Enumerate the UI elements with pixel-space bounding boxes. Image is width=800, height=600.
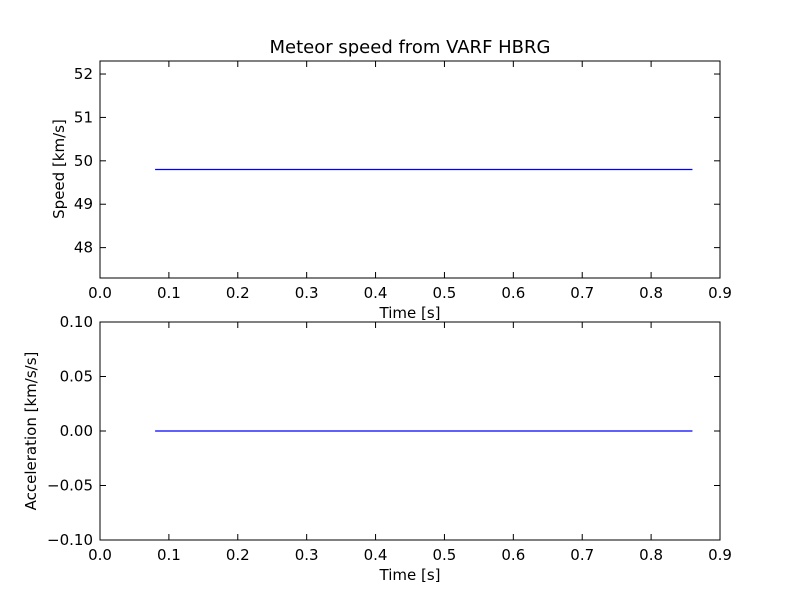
speed-y-axis-label: Speed [km/s] [50,119,68,219]
acceleration-x-axis-label: Time [s] [379,566,441,584]
speed-x-tick-label: 0.0 [88,284,112,302]
speed-chart-title: Meteor speed from VARF HBRG [270,37,551,58]
acceleration-x-tick-label: 0.6 [501,546,525,564]
acceleration-y-tick-label: 0.05 [60,368,93,386]
speed-y-tick-label: 51 [74,108,93,126]
speed-x-tick-label: 0.1 [157,284,181,302]
acceleration-chart: Time [s] Acceleration [km/s/s] 0.0 0.1 0.2… [22,313,732,584]
acceleration-x-tick-label: 0.4 [364,546,388,564]
acceleration-y-tick-label: −0.10 [47,531,93,549]
speed-y-tick-label: 52 [74,65,93,83]
speed-chart: Meteor speed from VARF HBRG Time [s] Spe… [50,37,732,322]
acceleration-x-tick-label: 0.7 [570,546,594,564]
speed-x-tick-label: 0.4 [364,284,388,302]
speed-y-tick-label: 50 [74,152,93,170]
speed-y-tick-label: 49 [74,195,93,213]
speed-x-tick-label: 0.5 [433,284,457,302]
speed-x-axis-label: Time [s] [379,304,441,322]
speed-x-tick-label: 0.9 [708,284,732,302]
acceleration-x-tick-label: 0.5 [433,546,457,564]
acceleration-x-tick-label: 0.8 [639,546,663,564]
speed-x-tick-label: 0.3 [295,284,319,302]
speed-plot-area: 0.0 0.1 0.2 0.3 0.4 0.5 0.6 0.7 0.8 0.9 48 49 50 51 52 [74,60,732,302]
speed-x-tick-label: 0.7 [570,284,594,302]
acceleration-x-tick-label: 0.9 [708,546,732,564]
acceleration-x-tick-label: 0.1 [157,546,181,564]
acceleration-plot-area: 0.0 0.1 0.2 0.3 0.4 0.5 0.6 0.7 0.8 0.9 0.10 0.05 0.… [47,313,732,564]
speed-axes-frame [99,60,721,279]
acceleration-x-tick-label: 0.3 [295,546,319,564]
speed-x-tick-label: 0.2 [226,284,250,302]
acceleration-y-axis-label: Acceleration [km/s/s] [22,352,40,511]
acceleration-y-tick-label: 0.00 [60,422,93,440]
acceleration-y-tick-label: 0.10 [60,313,93,331]
acceleration-y-tick-label: −0.05 [47,477,93,495]
speed-x-tick-label: 0.8 [639,284,663,302]
speed-y-tick-label: 48 [74,239,93,257]
speed-x-tick-label: 0.6 [501,284,525,302]
acceleration-x-tick-label: 0.0 [88,546,112,564]
acceleration-x-tick-label: 0.2 [226,546,250,564]
